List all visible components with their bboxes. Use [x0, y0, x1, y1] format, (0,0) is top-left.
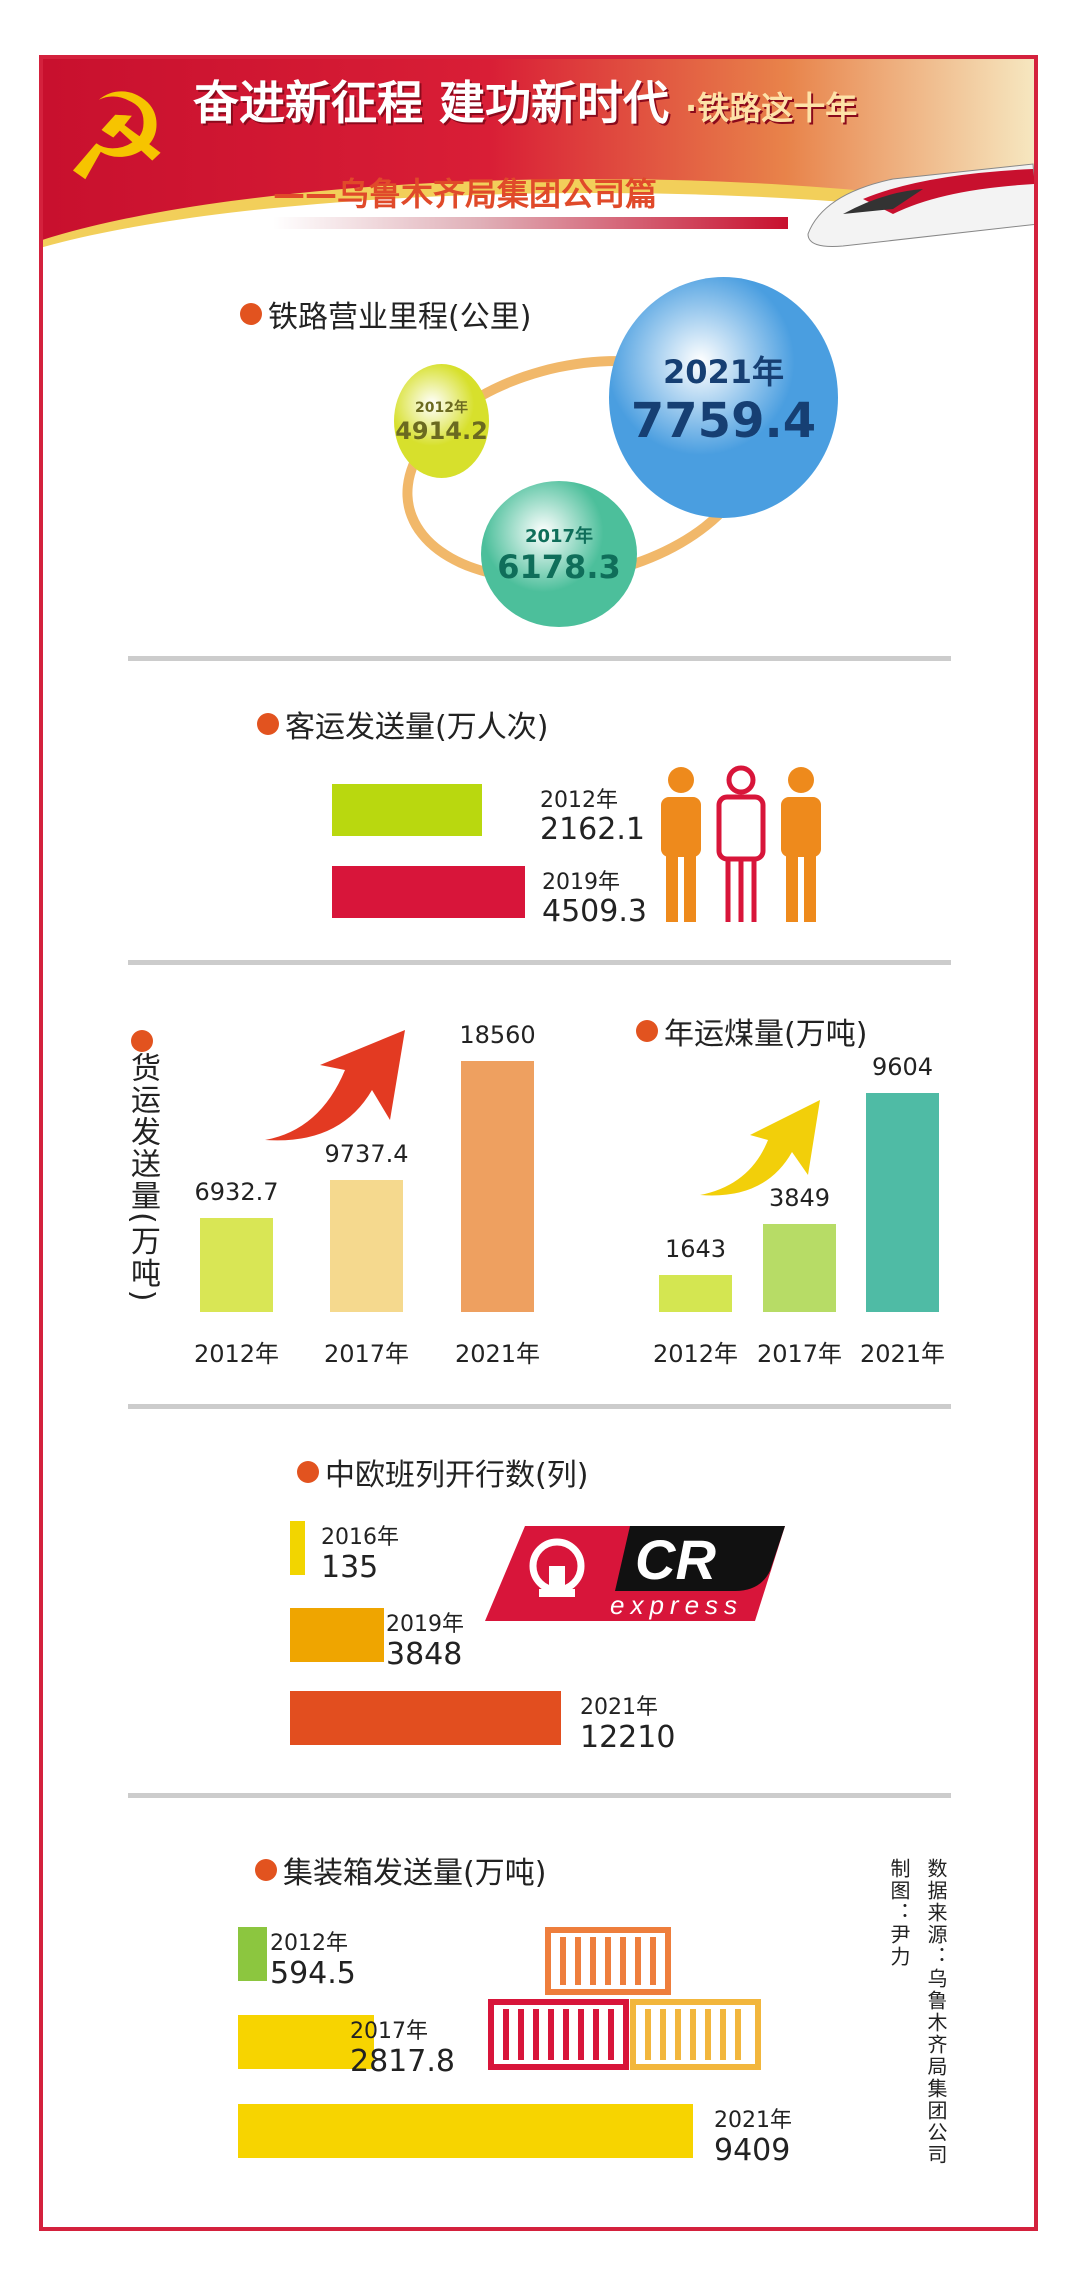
section-title-text: 集装箱发送量(万吨): [283, 1856, 547, 1891]
growth-arrow-icon: [265, 1030, 405, 1141]
growth-arrow-icon: [700, 1100, 820, 1196]
bar-2019年: [332, 866, 525, 918]
people-icon: [661, 765, 821, 922]
bar-value-label: 2817.8: [350, 2044, 455, 2079]
bar-2012年: [659, 1274, 732, 1312]
bar-value-label: 4509.3: [542, 894, 647, 929]
x-tick-label: 2017年: [323, 1340, 410, 1368]
hammer-sickle-icon: ☭: [63, 69, 171, 208]
bubble-0: 2012年 4914.2: [394, 364, 489, 478]
title-sub: 铁路这十年: [697, 89, 858, 127]
divider: [128, 1793, 951, 1798]
bar-value-label: 9604: [871, 1053, 934, 1081]
page-title: 奋进新征程 建功新时代 ·铁路这十年: [193, 67, 857, 133]
bubble-value: 7759.4: [630, 392, 817, 449]
bar-value-label: 6932.7: [194, 1178, 279, 1207]
bar-2021年: [238, 2104, 693, 2158]
bar-value-label: 1643: [664, 1234, 727, 1263]
section-title-text: 客运发送量(万人次): [285, 710, 549, 745]
section-title-text: 年运煤量(万吨): [664, 1017, 868, 1052]
divider: [128, 1404, 951, 1409]
section-title-text: 铁路营业里程(公里): [268, 300, 532, 335]
bar-2017年: [238, 2015, 375, 2069]
section-title-container: 集装箱发送量(万吨): [255, 1848, 546, 1892]
x-tick-label: 2021年: [859, 1340, 946, 1368]
bar-year-label: 2016年: [321, 1525, 399, 1550]
bubble-year: 2012年: [415, 400, 468, 416]
bubble-year: 2021年: [662, 352, 785, 391]
bar-2012年: [238, 1927, 267, 1981]
bar-2016年: [290, 1521, 305, 1575]
bar-value-label: 3849: [768, 1184, 831, 1213]
poster-frame: [39, 55, 1038, 2231]
subtitle-underline: [273, 217, 788, 229]
bubble-year: 2017年: [524, 526, 594, 547]
x-tick-label: 2017年: [756, 1340, 843, 1368]
bar-value-label: 3848: [386, 1637, 463, 1672]
subtitle: ——乌鲁木齐局集团公司篇: [273, 175, 658, 213]
bar-2021年: [461, 1061, 534, 1312]
bar-value-label: 2162.1: [540, 812, 645, 847]
bar-year-label: 2021年: [714, 2108, 792, 2133]
logo-text-sub: express: [610, 1590, 743, 1620]
header-banner: ☭ 奋进新征程 建功新时代 ·铁路这十年 ——乌鲁木齐局集团公司篇: [43, 59, 1034, 259]
bullet-dot: [255, 1859, 277, 1881]
bar-year-label: 2012年: [270, 1931, 348, 1956]
bullet-dot: [636, 1020, 658, 1042]
bar-2021年: [866, 1093, 939, 1312]
bar-year-label: 2021年: [580, 1695, 658, 1720]
section-title-text: 货运发送量(万吨): [125, 1052, 160, 1304]
section-title-mileage: 铁路营业里程(公里): [240, 292, 531, 336]
bar-value-label: 12210: [580, 1720, 676, 1755]
shipping-containers-icon: [488, 1927, 761, 2070]
x-tick-label: 2012年: [652, 1340, 739, 1368]
section-title-passenger: 客运发送量(万人次): [257, 702, 548, 746]
section-title-coal: 年运煤量(万吨): [636, 1009, 867, 1053]
bar-year-label: 2012年: [540, 788, 618, 813]
bullet-dot: [240, 303, 262, 325]
credit-source: 数据来源：乌鲁木齐局集团公司: [924, 1858, 948, 2166]
section-title-freight: 货运发送量(万吨): [120, 1030, 164, 1303]
bullet-dot: [297, 1461, 319, 1483]
logo-text-main: CR: [635, 1528, 716, 1591]
title-sep: ·: [685, 89, 698, 127]
credits: 制图：尹力 数据来源：乌鲁木齐局集团公司: [885, 1858, 951, 2166]
bar-2019年: [290, 1608, 384, 1662]
bar-2012年: [200, 1218, 273, 1312]
train-icon: [807, 163, 1034, 247]
title-main: 奋进新征程 建功新时代: [193, 76, 670, 130]
bar-2017年: [763, 1224, 836, 1312]
bar-2012年: [332, 784, 482, 836]
x-tick-label: 2012年: [193, 1340, 280, 1368]
bar-value-label: 135: [321, 1550, 379, 1585]
bar-value-label: 18560: [459, 1021, 536, 1049]
bubble-1: 2017年 6178.3: [481, 481, 637, 627]
bubble-value: 4914.2: [395, 417, 488, 445]
bubble-value: 6178.3: [497, 548, 621, 586]
bar-year-label: 2019年: [542, 870, 620, 895]
bar-year-label: 2019年: [386, 1612, 464, 1637]
x-tick-label: 2021年: [454, 1340, 541, 1368]
bullet-dot: [131, 1030, 153, 1052]
bullet-dot: [257, 713, 279, 735]
bar-value-label: 594.5: [270, 1956, 356, 1991]
section-title-text: 中欧班列开行数(列): [325, 1458, 589, 1493]
divider: [128, 656, 951, 661]
cr-express-logo: CR express: [485, 1526, 785, 1621]
bar-2017年: [330, 1180, 403, 1312]
bar-year-label: 2017年: [350, 2019, 428, 2044]
bar-value-label: 9737.4: [324, 1140, 409, 1169]
bar-value-label: 9409: [714, 2133, 791, 2168]
bar-2021年: [290, 1691, 561, 1745]
bubble-2: 2021年 7759.4: [609, 277, 838, 518]
divider: [128, 960, 951, 965]
section-title-china-europe: 中欧班列开行数(列): [297, 1450, 588, 1494]
credit-author: 制图：尹力: [887, 1858, 911, 1968]
